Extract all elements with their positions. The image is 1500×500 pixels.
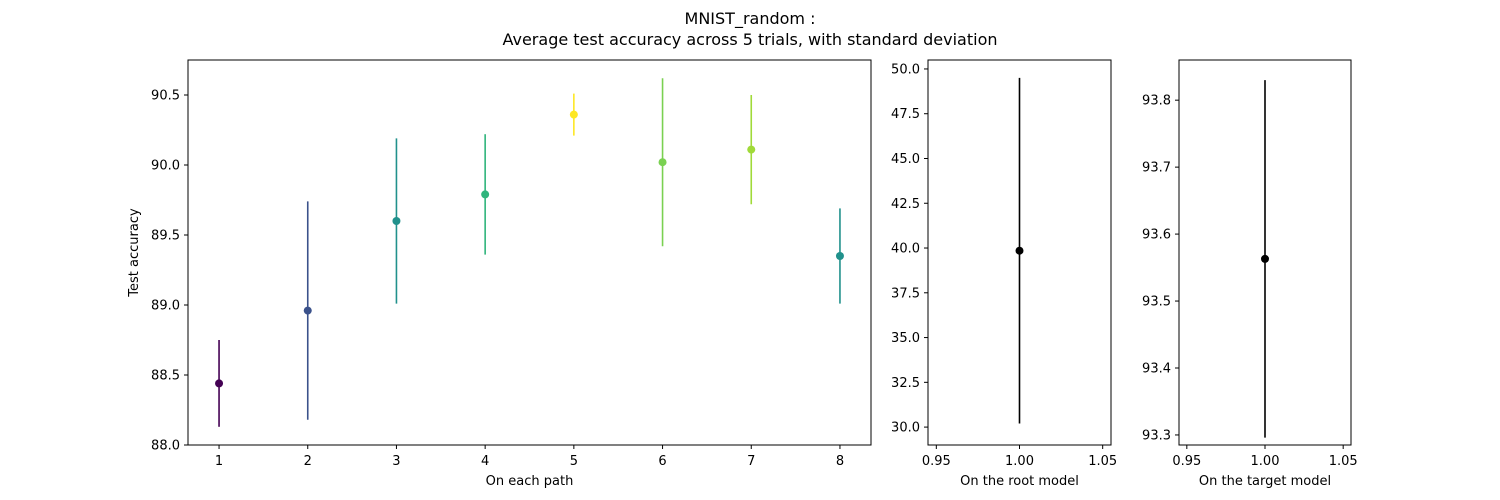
path-xtick-label: 4	[481, 454, 489, 469]
figure-title-line-2: Average test accuracy across 5 trials, w…	[502, 30, 997, 49]
path-xtick-label: 3	[392, 454, 400, 469]
root-xtick-label: 1.00	[1005, 454, 1034, 469]
path-xtick-label: 5	[570, 454, 578, 469]
path-mean-point-5	[569, 110, 578, 119]
path-xtick-label: 2	[304, 454, 312, 469]
root-ytick-label: 50.0	[891, 62, 920, 77]
target-xtick-label: 1.05	[1329, 454, 1358, 469]
path-mean-point-4	[481, 190, 490, 199]
path-y-axis-label: Test accuracy	[127, 208, 142, 298]
target-xtick-label: 1.00	[1251, 454, 1280, 469]
path-ytick-label: 89.5	[151, 229, 180, 244]
root-xtick-label: 1.05	[1088, 454, 1117, 469]
root-ytick-label: 47.5	[891, 107, 920, 122]
root-mean-point-1	[1015, 246, 1024, 255]
path-accuracy-panel: 88.0 88.5 89.0 89.5 90.0 90.5 1 2 3 4 5 6 7 8 On each …	[127, 59, 872, 489]
root-ytick-label: 32.5	[891, 376, 920, 391]
path-xtick-label: 7	[747, 454, 755, 469]
target-xtick-label: 0.95	[1172, 454, 1201, 469]
path-xtick-label: 6	[658, 454, 666, 469]
path-mean-point-2	[303, 306, 312, 315]
path-ytick-label: 90.5	[151, 89, 180, 104]
path-ytick-label: 90.0	[151, 159, 180, 174]
path-xtick-label: 1	[215, 454, 223, 469]
path-ytick-label: 89.0	[151, 299, 180, 314]
target-model-panel: 93.3 93.4 93.5 93.6 93.7 93.8 0.95 1.00 1.05 On t…	[1142, 59, 1358, 489]
path-mean-point-8	[835, 252, 844, 260]
root-ytick-label: 40.0	[891, 242, 920, 257]
path-ytick-label: 88.0	[151, 439, 180, 454]
target-ytick-label: 93.4	[1142, 362, 1171, 377]
root-ytick-label: 35.0	[891, 331, 920, 346]
root-ytick-label: 37.5	[891, 286, 920, 301]
figure-title-line-1: MNIST_random :	[685, 9, 816, 29]
target-mean-point-1	[1261, 254, 1269, 263]
target-x-axis-label: On the target model	[1199, 474, 1331, 489]
path-xtick-label: 8	[836, 454, 844, 469]
path-ytick-label: 88.5	[151, 369, 180, 384]
target-ytick-label: 93.7	[1142, 161, 1171, 176]
path-x-axis-label: On each path	[486, 474, 574, 489]
root-x-axis-label: On the root model	[960, 474, 1079, 489]
target-ytick-label: 93.3	[1142, 428, 1171, 443]
root-xtick-label: 0.95	[922, 454, 951, 469]
path-mean-point-6	[658, 158, 667, 167]
root-ytick-label: 42.5	[891, 197, 920, 212]
root-model-panel: 30.0 32.5 35.0 37.5 40.0 42.5 45.0 47.5 50.0 0.95…	[891, 59, 1117, 489]
root-ytick-label: 30.0	[891, 421, 920, 436]
path-axes-frame	[187, 59, 872, 446]
target-ytick-label: 93.8	[1142, 94, 1171, 109]
root-ytick-label: 45.0	[891, 152, 920, 167]
path-mean-point-3	[392, 217, 401, 225]
path-mean-point-1	[215, 379, 224, 388]
target-ytick-label: 93.5	[1142, 295, 1171, 310]
target-ytick-label: 93.6	[1142, 228, 1171, 243]
path-mean-point-7	[747, 145, 756, 154]
